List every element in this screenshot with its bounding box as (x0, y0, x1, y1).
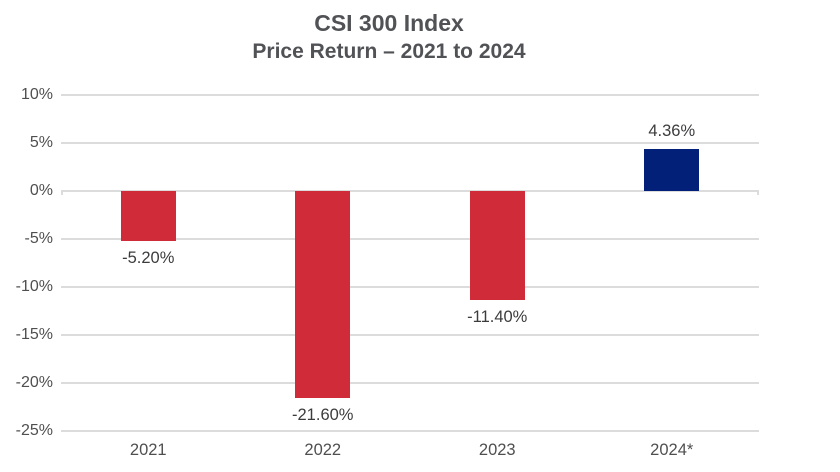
bar-2023 (469, 191, 525, 301)
bar-2022 (295, 191, 351, 399)
gridline (61, 142, 759, 144)
zero-axis-end-tick (61, 190, 63, 195)
chart-header: CSI 300 Index Price Return – 2021 to 202… (0, 8, 778, 66)
gridline (61, 430, 759, 432)
bar-value-label: -5.20% (122, 248, 175, 267)
zero-axis-end-tick (757, 190, 759, 195)
y-axis-tick-label: -10% (15, 278, 53, 295)
bar-value-label: 4.36% (648, 122, 696, 141)
y-axis-tick-label: 0% (29, 182, 53, 199)
x-axis-tick-label: 2022 (304, 441, 342, 459)
y-axis-tick-label: -5% (24, 230, 53, 247)
chart-title: CSI 300 Index (314, 10, 464, 36)
gridline (61, 382, 759, 384)
y-axis-tick-label: 5% (29, 134, 53, 151)
x-axis-tick-label: 2021 (129, 441, 167, 459)
bar-value-label: -11.40% (467, 308, 528, 327)
gridline (61, 286, 759, 288)
bar-value-label: -21.60% (292, 406, 354, 425)
gridline (61, 334, 759, 336)
x-axis-tick-label: 2023 (478, 441, 516, 459)
x-axis-tick-label: 2024* (650, 441, 694, 459)
chart-subtitle: Price Return – 2021 to 2024 (252, 40, 526, 64)
plot-area (61, 94, 759, 432)
y-axis-tick-label: -20% (15, 374, 53, 391)
bar-2024* (644, 149, 700, 191)
y-axis-tick-label: -15% (15, 326, 53, 343)
y-axis-tick-label: -25% (15, 422, 53, 439)
gridline (61, 238, 759, 240)
y-axis-tick-label: 10% (20, 86, 53, 103)
gridline (61, 94, 759, 96)
gridline (61, 190, 759, 192)
bar-2021 (120, 191, 176, 241)
